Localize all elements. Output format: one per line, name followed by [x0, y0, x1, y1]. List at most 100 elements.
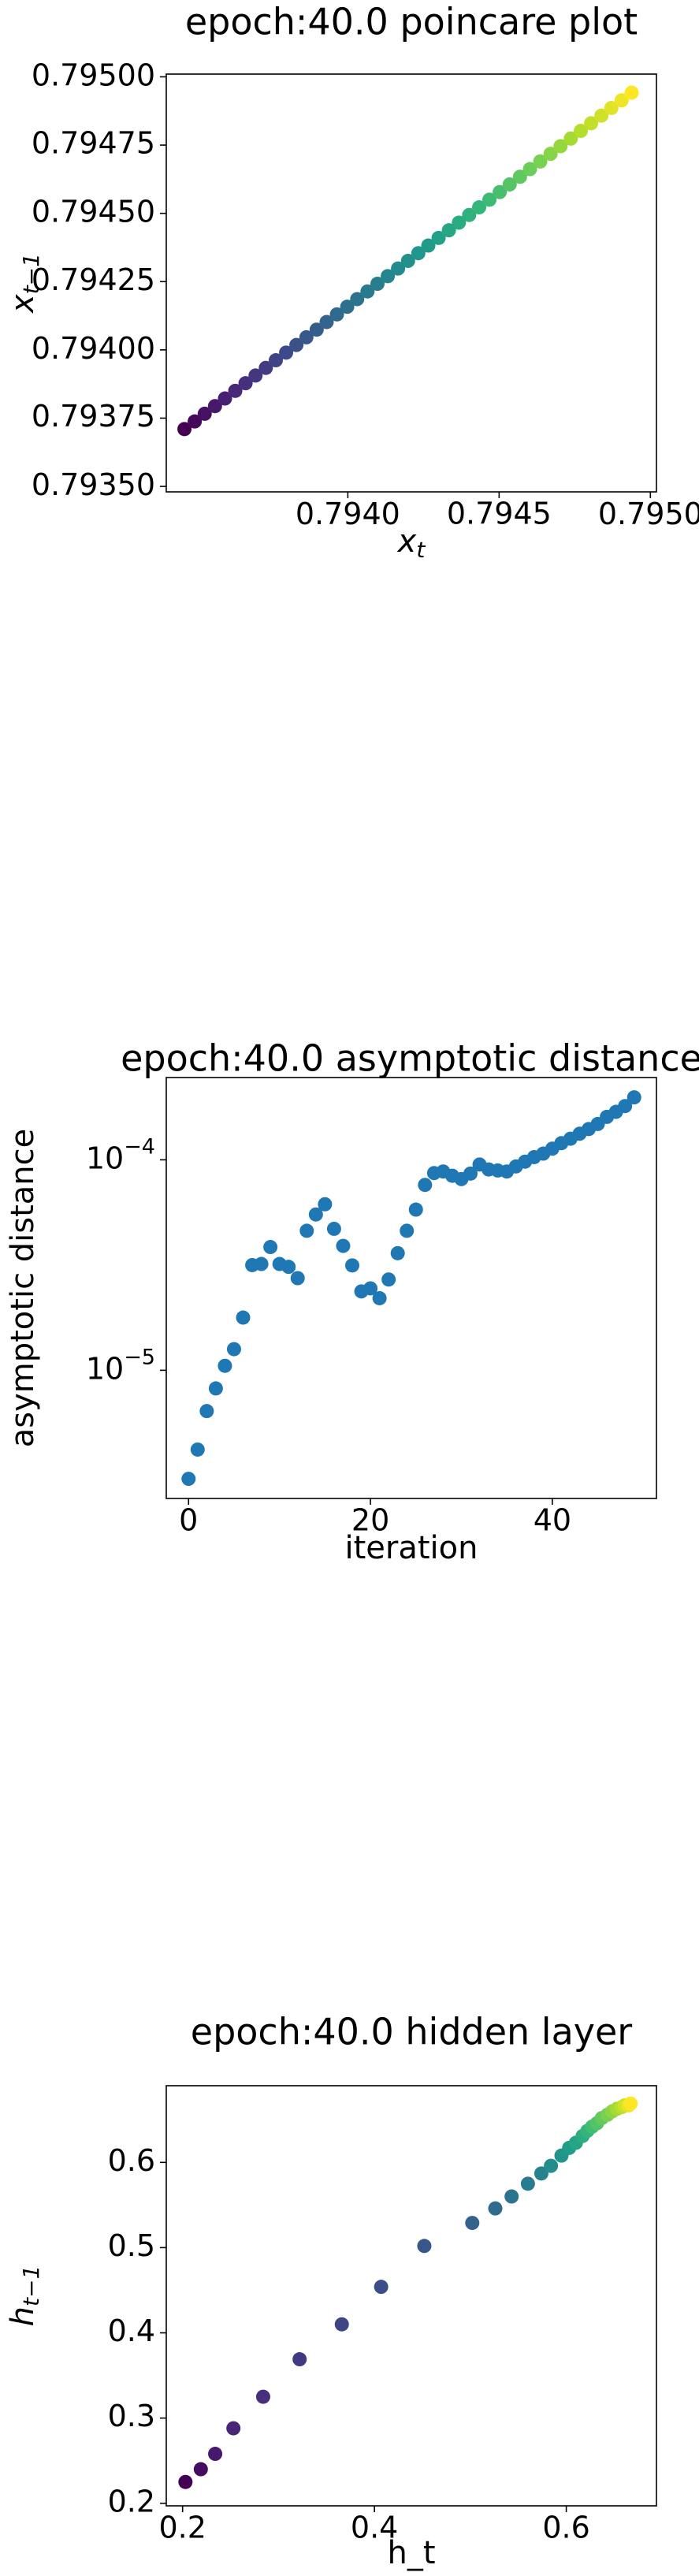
point [381, 269, 396, 284]
point [268, 353, 283, 368]
point [329, 307, 344, 322]
tick-label-base: 0.79450 [32, 194, 155, 229]
point [255, 2389, 270, 2404]
chart: epoch:40.0 hidden layer 0.2 0.4 0.6 0.2 0.3 0.… [5, 2011, 657, 2571]
point [350, 292, 365, 307]
point [381, 1272, 396, 1287]
point [623, 2096, 638, 2111]
xlabel-label: h_t [387, 2535, 435, 2571]
tick-label: 0.79425 [32, 262, 155, 297]
point [614, 93, 629, 108]
point [319, 315, 334, 329]
point [411, 246, 426, 261]
point [279, 345, 294, 360]
point [604, 100, 619, 115]
point [336, 1238, 351, 1253]
point [248, 368, 263, 383]
point [408, 1202, 423, 1217]
point [318, 1197, 333, 1212]
tick-label: 0.5 [108, 2228, 155, 2263]
ylabel-label: xt−1 [5, 253, 44, 315]
tick-label-base: 0.79350 [32, 467, 155, 502]
xlabel-label: iteration [345, 1530, 478, 1566]
point [390, 1245, 405, 1260]
point [465, 2216, 480, 2231]
point [372, 1290, 387, 1305]
point [534, 2166, 548, 2181]
tick-label: 20 [351, 1503, 389, 1538]
point [263, 1240, 278, 1255]
tick-label: 0.79500 [32, 58, 155, 92]
chart-title: epoch:40.0 poincare plot [185, 1, 638, 43]
point [544, 2158, 559, 2173]
point [417, 2239, 432, 2254]
tick-label: 0.2 [108, 2484, 155, 2518]
ylabel-label-sub: t−1 [18, 253, 44, 294]
tick-label: 0.79475 [32, 126, 155, 161]
tick-label-base: 10 [86, 1351, 124, 1386]
point [292, 2352, 307, 2367]
point [326, 1221, 341, 1236]
point [199, 1404, 214, 1419]
point [543, 147, 558, 162]
point [238, 376, 253, 391]
point [208, 2447, 223, 2462]
point [370, 277, 385, 292]
tick-label: 0.79375 [32, 399, 155, 434]
ylabel-label-base: x [5, 294, 41, 315]
tick-label: 0.3 [108, 2399, 155, 2433]
point [197, 406, 212, 421]
tick-label-base: 0.79500 [32, 58, 155, 92]
point [512, 169, 527, 184]
point [520, 2176, 535, 2191]
point [391, 261, 406, 276]
point [208, 1381, 223, 1396]
tick-label: 10−4 [86, 1134, 155, 1175]
point [281, 1260, 296, 1275]
tick-label-base: 10 [86, 1141, 124, 1175]
tick-label: 0.2 [158, 2511, 206, 2545]
point [360, 284, 375, 299]
point [493, 184, 508, 199]
tick-label-exponent: −5 [124, 1345, 155, 1369]
point [309, 322, 324, 337]
point [374, 2280, 389, 2295]
point [226, 1342, 241, 1357]
point [553, 139, 568, 154]
point [340, 300, 355, 315]
tick-label: 10−5 [86, 1345, 155, 1386]
point [190, 1442, 205, 1457]
point [563, 131, 578, 146]
point [344, 1258, 359, 1273]
tick-label-base: 0.7950 [598, 497, 699, 531]
tick-label: 40 [534, 1503, 571, 1538]
point [618, 1099, 633, 1114]
point [226, 2421, 241, 2436]
point [177, 422, 192, 437]
point [431, 230, 446, 245]
tick-label: 0.4 [108, 2314, 155, 2348]
point [462, 207, 477, 222]
tick-label: 0.7945 [447, 497, 552, 531]
point [624, 85, 639, 100]
point [441, 223, 456, 238]
tick-label: 0.79400 [32, 330, 155, 365]
xlabel-label-sub: t [416, 537, 426, 563]
plot-frame [165, 73, 657, 493]
point [488, 2201, 503, 2216]
point [504, 2189, 519, 2204]
point [299, 1223, 314, 1238]
tick-label: 0.6 [108, 2143, 155, 2178]
point [334, 2317, 349, 2332]
point [502, 177, 517, 192]
chart-title: epoch:40.0 hidden layer [191, 2011, 633, 2053]
point [228, 383, 243, 398]
tick-label: 0.6 [542, 2511, 589, 2545]
point [400, 1223, 415, 1238]
plot-frame [165, 1077, 657, 1499]
point [218, 1358, 232, 1373]
point [218, 391, 232, 406]
point [472, 200, 487, 215]
tick-label: 0.4 [351, 2511, 398, 2545]
point [181, 1472, 196, 1487]
